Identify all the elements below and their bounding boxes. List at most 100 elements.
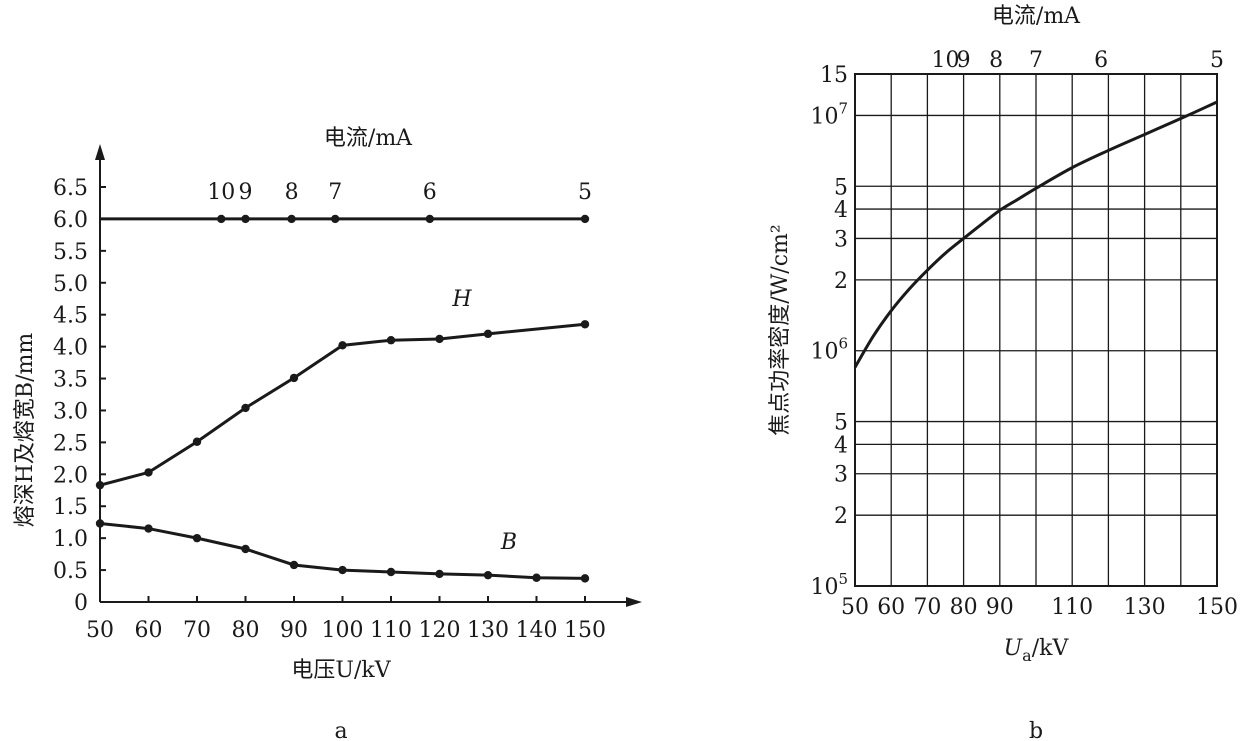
chart-b-y-major-tick-label: 107 (810, 99, 848, 129)
chart-a-y-tick-label: 4.5 (53, 304, 88, 329)
chart-a-x-tick-label: 70 (183, 618, 211, 643)
chart-a-y-tick-label: 5.0 (53, 272, 88, 297)
chart-b-x-axis-title: Ua/kV (1004, 636, 1070, 665)
chart-a-series-label-h: H (451, 287, 472, 312)
chart-a-series-label-b: B (500, 530, 517, 555)
chart-a-y-axis-title: 熔深H及熔宽B/mm (13, 333, 38, 528)
chart-a-x-tick-label: 110 (370, 618, 412, 643)
chart-b-y-minor-tick-label: 5 (834, 175, 848, 200)
chart-a-x-tick-label: 120 (419, 618, 461, 643)
chart-a-y-tick-label: 2.5 (53, 431, 88, 456)
chart-b-x-tick-label: 110 (1051, 595, 1093, 620)
chart-a-top-tick-label: 10 (207, 180, 235, 205)
chart-b-top-tick-label: 7 (1029, 48, 1043, 73)
chart-a-point-b (435, 569, 444, 579)
chart-b-x-axis-title-main: U (1004, 636, 1024, 661)
chart-b-x-axis-title-unit: /kV (1032, 636, 1070, 661)
chart-b-top-tick-label: 9 (957, 48, 971, 73)
chart-a-y-tick-label: 0.5 (53, 559, 88, 584)
chart-b-y-tick-base: 10 (810, 104, 838, 129)
chart-a-point-b (580, 574, 590, 583)
chart-a-point-b (386, 567, 396, 577)
chart-a-point-b (483, 570, 493, 580)
chart-a-point-current (287, 214, 296, 224)
chart-a-top-axis-title: 电流/mA (324, 126, 413, 151)
chart-a-y-tick-label: 2.0 (53, 463, 88, 488)
chart-b-top-tick-label: 6 (1094, 48, 1108, 73)
chart-b-top-axis-title: 电流/mA (992, 4, 1081, 29)
chart-a-point-h (241, 403, 250, 413)
chart-a-x-tick-label: 50 (86, 618, 114, 643)
chart-a-point-b (241, 544, 250, 554)
chart-a-point-current (331, 214, 340, 224)
chart-a-x-axis-title: 电压U/kV (291, 658, 391, 683)
chart-a-point-h (289, 373, 299, 383)
chart-b-y-tick-exponent: 7 (838, 99, 848, 117)
chart-a-line-h (99, 322, 586, 487)
chart-b-y-minor-tick-label: 5 (834, 411, 848, 436)
chart-a-y-tick-label: 1.5 (53, 495, 88, 520)
chart-a-point-h (95, 480, 105, 490)
chart-a-point-b (532, 573, 541, 582)
chart-a-top-tick-label: 8 (285, 180, 299, 205)
chart-b: 50 60 70 80 90 110 130 150105106107234523451510… (768, 4, 1238, 741)
chart-b-x-axis-title-sub: a (1022, 646, 1032, 665)
chart-a-point-h (192, 437, 202, 446)
chart-b-y-top-label: 15 (820, 63, 848, 88)
chart-a-point-b (289, 560, 299, 570)
chart-b-y-minor-tick-label: 3 (834, 227, 848, 252)
chart-a-y-tick-label: 4.0 (53, 336, 88, 361)
chart-a-point-b (95, 519, 105, 528)
chart-b-y-major-tick-label: 105 (810, 570, 848, 600)
chart-a-top-tick-label: 9 (239, 180, 253, 205)
chart-a-point-b (144, 524, 153, 533)
chart-a-y-tick-label: 1.0 (53, 527, 88, 552)
chart-b-frame (854, 73, 1218, 587)
chart-a-y-axis-arrow (95, 144, 105, 160)
chart-a-point-h (435, 334, 444, 344)
chart-a-x-tick-label: 100 (322, 618, 364, 643)
chart-b-top-tick-label: 8 (989, 48, 1003, 73)
chart-b-y-minor-tick-label: 2 (834, 269, 848, 294)
chart-a-y-tick-label: 3.0 (53, 399, 88, 424)
chart-a-y-tick-label: 6.5 (53, 176, 88, 201)
chart-b-y-minor-tick-label: 2 (834, 504, 848, 529)
chart-a-y-tick-label: 3.5 (53, 368, 88, 393)
chart-b-x-tick-label: 150 (1196, 595, 1238, 620)
chart-b-x-tick-label: 80 (950, 595, 978, 620)
chart-a-point-h (386, 336, 396, 345)
chart-a-point-current (241, 214, 250, 224)
chart-a-x-axis-arrow (626, 597, 642, 607)
chart-a-top-tick-label: 6 (423, 180, 437, 205)
chart-b-x-tick-label: 50 (841, 595, 869, 620)
chart-b-y-major-tick-label: 106 (810, 335, 848, 365)
chart-a-top-tick-label: 5 (578, 180, 592, 205)
chart-b-y-tick-base: 10 (810, 340, 838, 365)
chart-b-y-tick-base: 10 (810, 575, 838, 600)
chart-b-x-tick-label: 90 (986, 595, 1014, 620)
chart-b-y-minor-tick-label: 4 (834, 433, 848, 458)
chart-a-panel-label: a (334, 719, 347, 741)
chart-a-point-b (192, 533, 202, 543)
chart-a-point-h (338, 341, 347, 350)
chart-a-top-tick-label: 7 (328, 180, 342, 205)
chart-a-y-tick-label: 6.0 (53, 208, 88, 233)
chart-a-point-current (580, 214, 590, 224)
chart-b-top-tick-label: 10 (932, 48, 960, 73)
chart-a-point-h (144, 468, 153, 477)
chart-b-y-tick-exponent: 5 (838, 570, 848, 588)
chart-a-point-current (217, 214, 226, 224)
chart-a-x-tick-label: 60 (135, 618, 163, 643)
chart-b-x-tick-label: 130 (1124, 595, 1166, 620)
chart-a-x-tick-label: 80 (232, 618, 260, 643)
chart-b-panel-label: b (1029, 719, 1043, 741)
chart-a-point-h (580, 320, 590, 329)
chart-b-top-tick-label: 5 (1210, 48, 1224, 73)
chart-b-y-tick-exponent: 6 (838, 335, 848, 353)
chart-b-x-tick-label: 60 (877, 595, 905, 620)
chart-b-x-tick-label: 70 (913, 595, 941, 620)
chart-a-point-b (338, 565, 347, 575)
chart-a-x-tick-label: 130 (467, 618, 509, 643)
chart-a-point-h (483, 329, 493, 339)
